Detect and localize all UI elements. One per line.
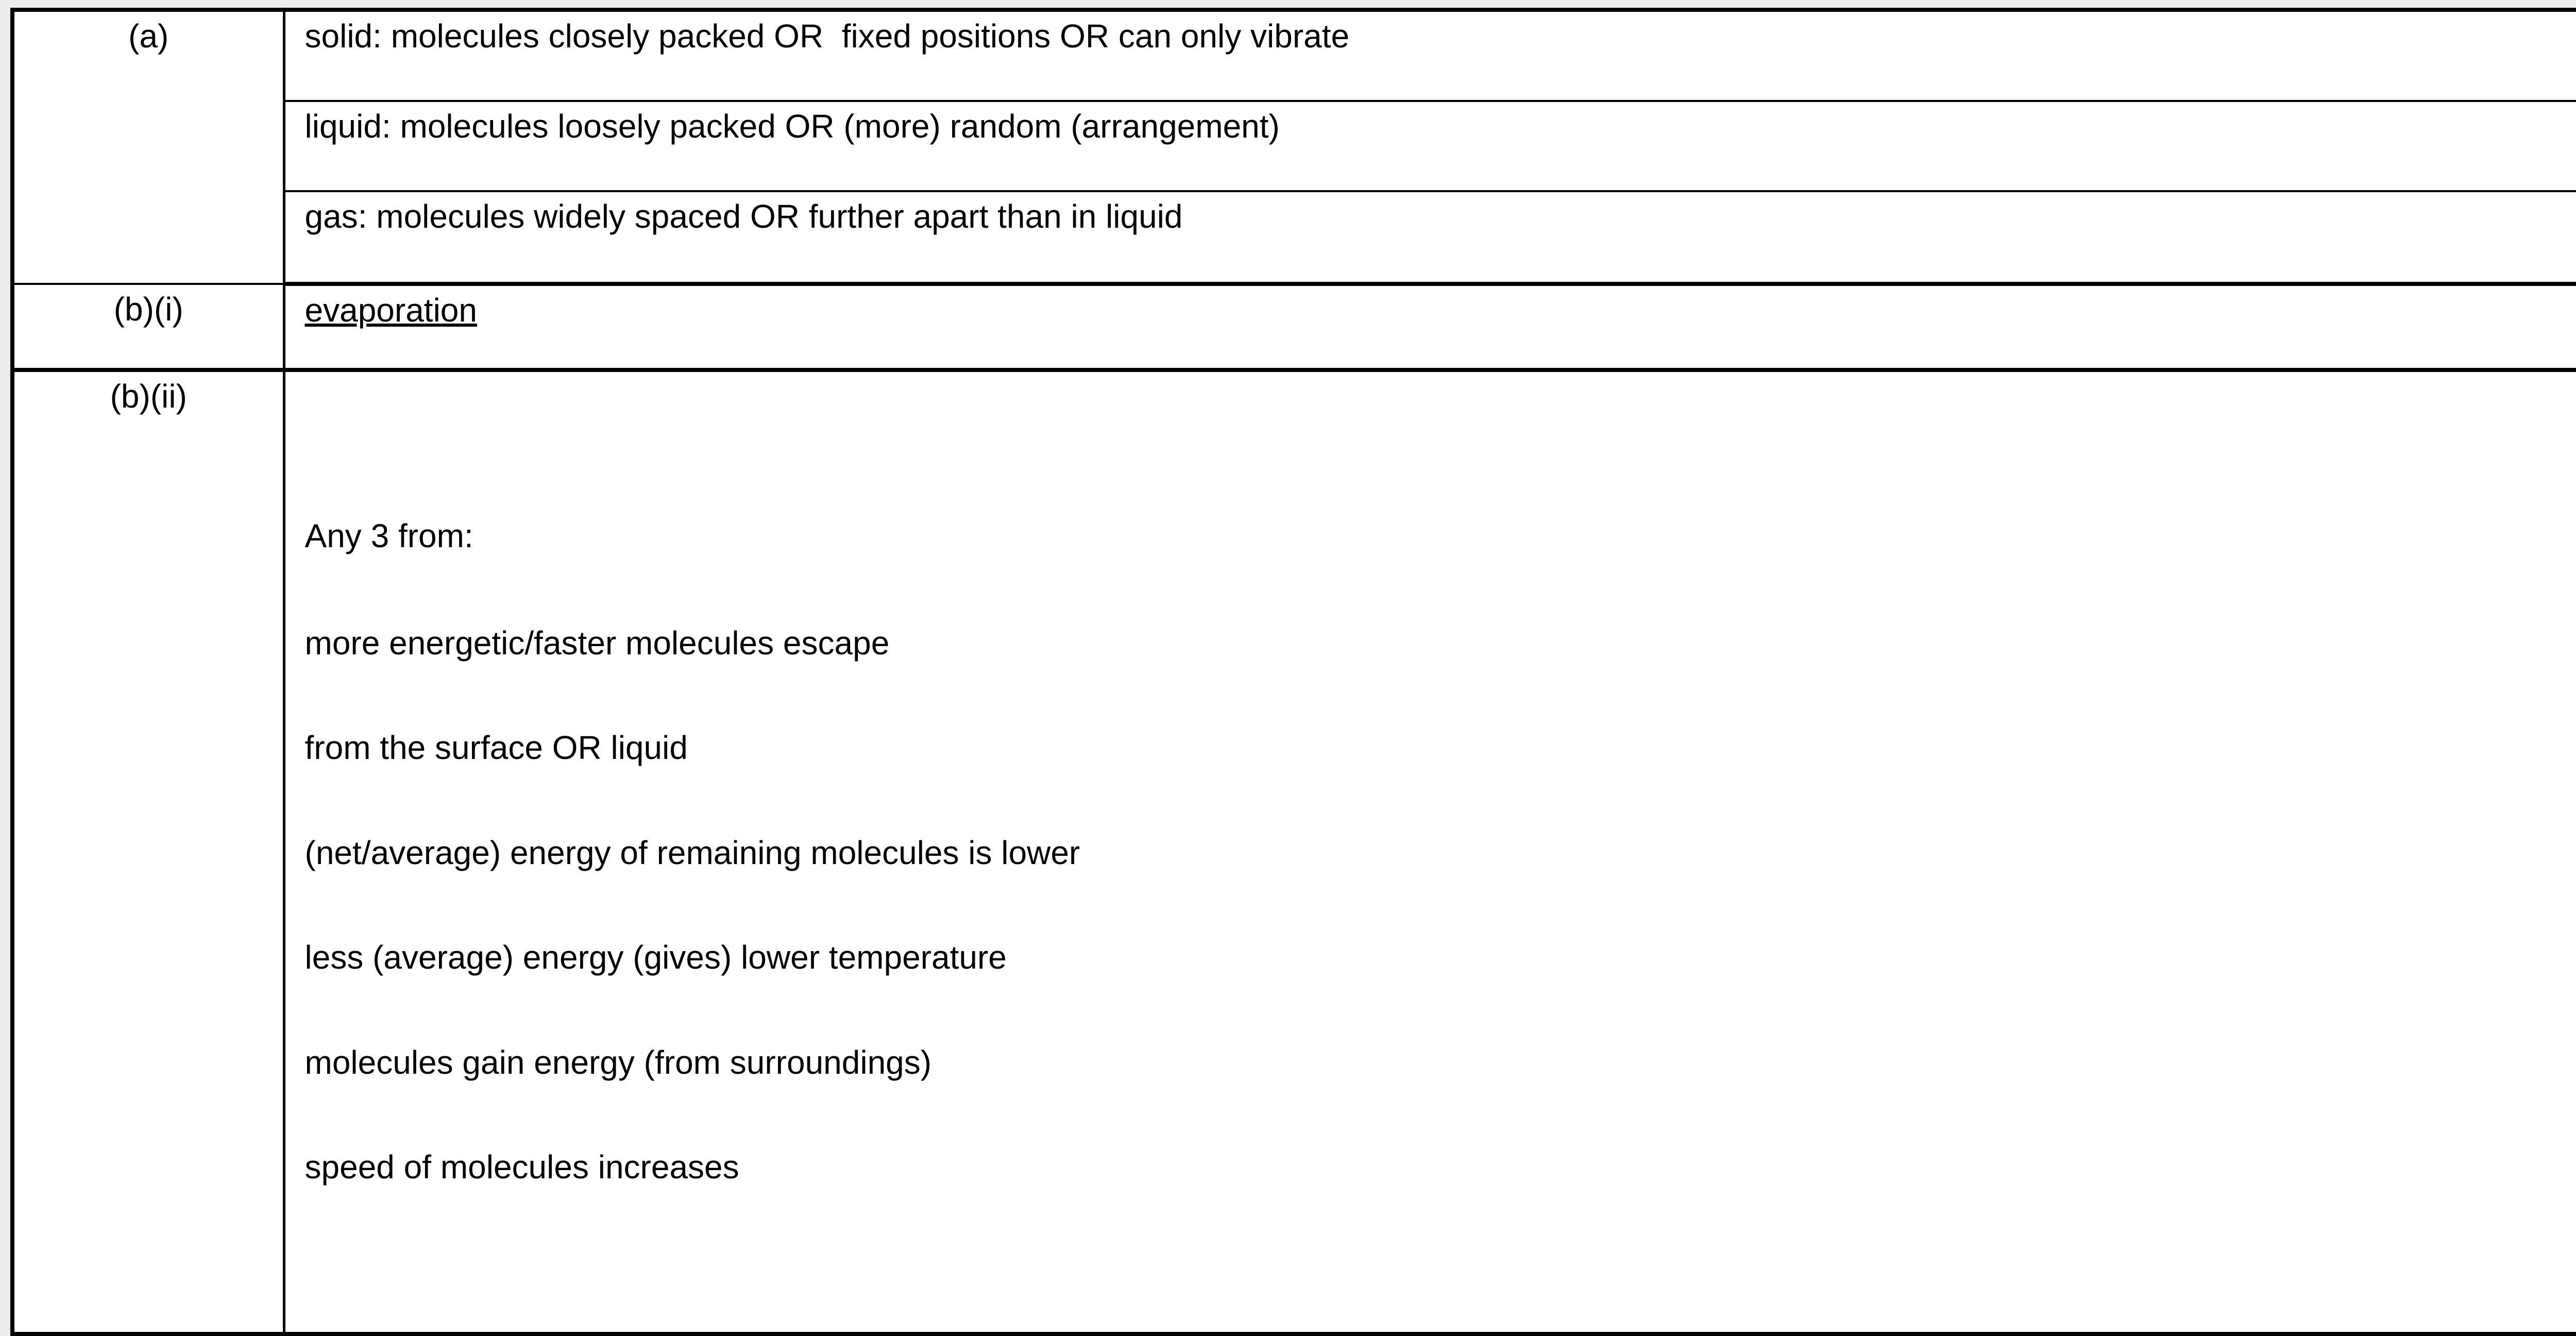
marking-line-3: (net/average) energy of remaining molecu… <box>305 836 2576 871</box>
marking-point-cell-a-solid: solid: molecules closely packed OR fixed… <box>284 10 2576 101</box>
question-label-b-i: (b)(i) <box>14 285 283 327</box>
marking-line-2: from the surface OR liquid <box>305 731 2576 766</box>
marking-point-cell-a-gas: gas: molecules widely spaced OR further … <box>284 191 2576 284</box>
question-label-cell-b-ii: (b)(ii) <box>12 370 284 1334</box>
table-row: (b)(ii) Any 3 from: more energetic/faste… <box>12 370 2576 1334</box>
question-label-a: (a) <box>14 12 283 54</box>
marking-point-cell-b-ii: Any 3 from: more energetic/faster molecu… <box>284 370 2576 1334</box>
question-label-cell-a: (a) <box>12 10 284 284</box>
mark-scheme-table: (a) solid: molecules closely packed OR f… <box>10 8 2576 1336</box>
question-label-cell-b-i: (b)(i) <box>12 284 284 370</box>
marking-line-6: speed of molecules increases <box>305 1150 2576 1185</box>
table-row: (a) solid: molecules closely packed OR f… <box>12 10 2576 101</box>
page-canvas: (a) solid: molecules closely packed OR f… <box>0 0 2576 869</box>
table-row: liquid: molecules loosely packed OR (mor… <box>12 101 2576 191</box>
marking-point-text-a-gas: gas: molecules widely spaced OR further … <box>285 192 2576 242</box>
table-row: gas: molecules widely spaced OR further … <box>12 191 2576 284</box>
table-row: (b)(i) evaporation B1 <box>12 284 2576 370</box>
marking-line-4: less (average) energy (gives) lower temp… <box>305 940 2576 975</box>
marking-line-1: more energetic/faster molecules escape <box>305 626 2576 661</box>
marking-point-text-a-solid: solid: molecules closely packed OR fixed… <box>285 12 2576 61</box>
question-label-b-ii: (b)(ii) <box>14 372 283 414</box>
marking-point-list-b-ii: Any 3 from: more energetic/faster molecu… <box>285 372 2576 1332</box>
marking-point-text-a-liquid: liquid: molecules loosely packed OR (mor… <box>285 102 2576 151</box>
marking-line-0: Any 3 from: <box>305 519 2576 554</box>
answer-keyword-evaporation: evaporation <box>305 292 477 329</box>
marking-point-lines: Any 3 from: more energetic/faster molecu… <box>305 449 2576 1255</box>
marking-point-text-b-i: evaporation <box>285 286 2576 335</box>
marking-point-cell-b-i: evaporation <box>284 284 2576 370</box>
marking-point-cell-a-liquid: liquid: molecules loosely packed OR (mor… <box>284 101 2576 191</box>
marking-line-5: molecules gain energy (from surroundings… <box>305 1045 2576 1080</box>
